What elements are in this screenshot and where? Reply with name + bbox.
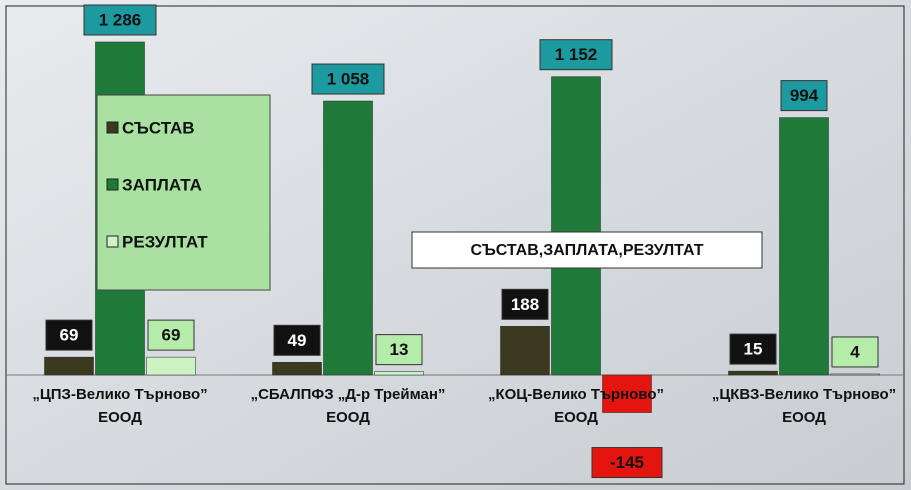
data-label: 1 058 <box>327 70 370 89</box>
bar <box>780 118 829 375</box>
bar <box>147 357 196 375</box>
page: 69 1 286 69 49 1 058 13 188 1 152 -145 15 994 4 СЪСТ… <box>0 0 911 490</box>
x-tick-label: „ЦПЗ-Велико Търново” ЕООД <box>20 383 220 429</box>
data-label: 13 <box>390 340 409 359</box>
bar <box>501 326 550 375</box>
legend-label: ЗАПЛАТА <box>122 175 202 194</box>
legend-label: СЪСТАВ <box>122 118 195 137</box>
data-label: 1 286 <box>99 10 142 29</box>
bar <box>45 357 94 375</box>
bar <box>729 371 778 375</box>
legend-label: РЕЗУЛТАТ <box>122 232 208 251</box>
data-label: 69 <box>60 326 79 345</box>
x-tick-label: „ЦКВЗ-Велико Търново” ЕООД <box>704 383 904 429</box>
bar <box>375 372 424 375</box>
data-label: 69 <box>162 326 181 345</box>
legend-swatch <box>107 236 118 247</box>
data-label: 1 152 <box>555 45 598 64</box>
x-tick-label: „СБАЛПФЗ „Д-р Трейман” ЕООД <box>248 383 448 429</box>
bar <box>273 362 322 375</box>
data-label: 994 <box>790 86 819 105</box>
data-label: 15 <box>744 340 763 359</box>
bar <box>324 101 373 375</box>
x-tick-label: „КОЦ-Велико Търново” ЕООД <box>476 383 676 429</box>
bar <box>831 374 880 375</box>
annotation: СЪСТАВ,ЗАПЛАТА,РЕЗУЛТАТ <box>471 242 704 259</box>
legend-swatch <box>107 179 118 190</box>
data-label: 188 <box>511 295 539 314</box>
data-label: 49 <box>288 331 307 350</box>
data-label: 4 <box>850 342 860 361</box>
data-label: -145 <box>610 453 644 472</box>
bar <box>552 77 601 375</box>
legend-swatch <box>107 122 118 133</box>
